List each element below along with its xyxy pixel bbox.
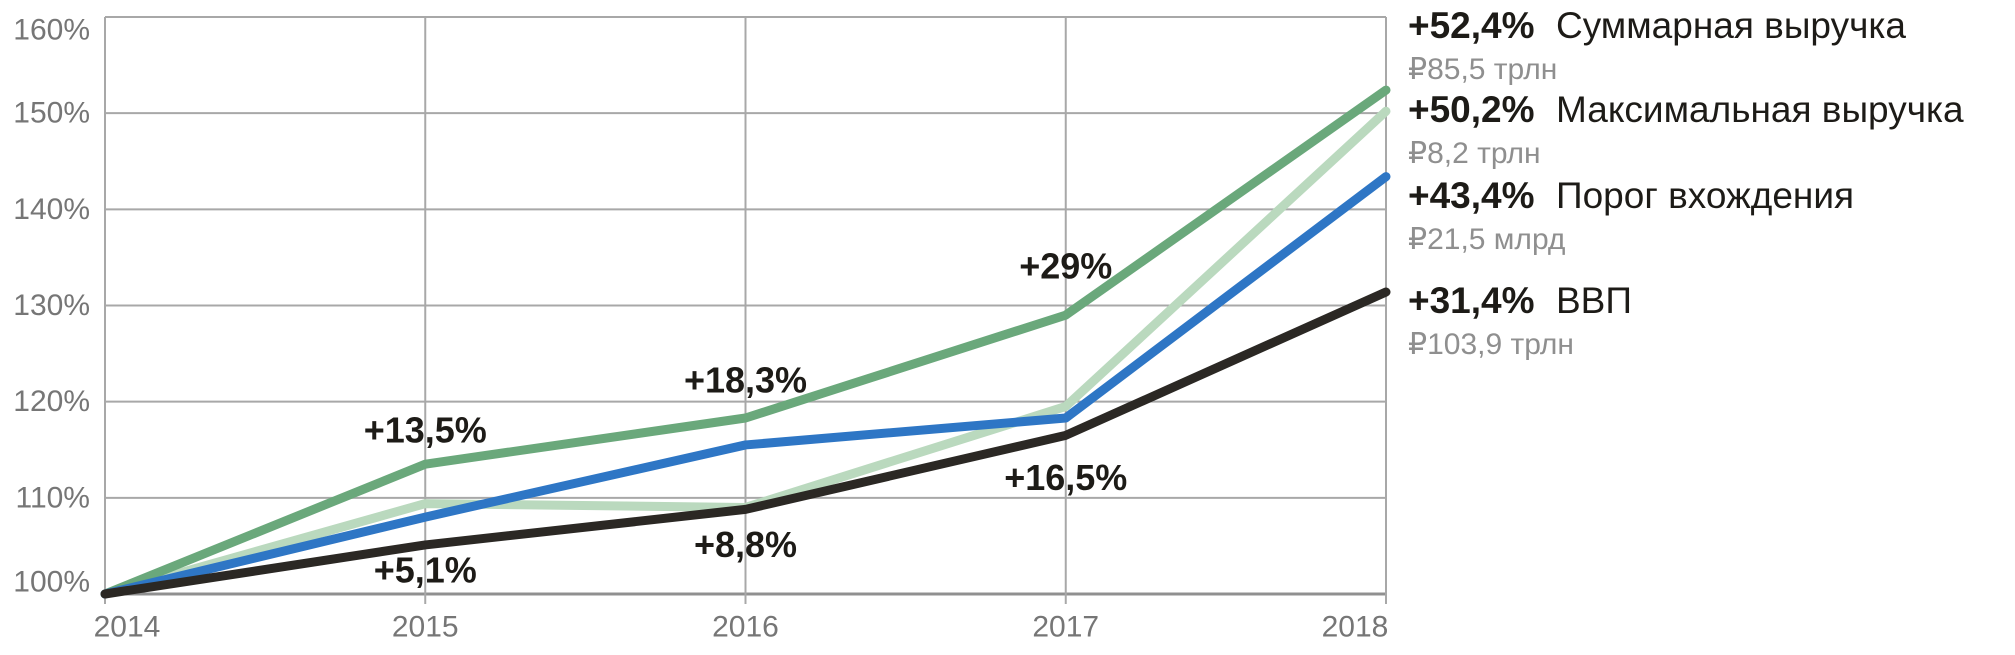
x-axis-label: 2018 xyxy=(1322,611,1389,644)
series-line-threshold xyxy=(100,172,1391,599)
series-line-gdp xyxy=(100,287,1391,599)
annotation-label: +16,5% xyxy=(1004,457,1127,498)
x-axis-label: 2014 xyxy=(94,611,161,644)
y-axis-label: 140% xyxy=(13,193,90,226)
x-axis-label: 2015 xyxy=(392,611,459,644)
annotation-label: +29% xyxy=(1019,246,1112,287)
annotation-label: +8,8% xyxy=(694,524,797,565)
x-axis-label: 2017 xyxy=(1032,611,1099,644)
y-axis-label: 100% xyxy=(13,566,90,599)
y-axis-label: 120% xyxy=(13,385,90,418)
series-line-sum xyxy=(100,85,1391,599)
annotation-label: +18,3% xyxy=(684,360,807,401)
y-axis-label: 160% xyxy=(13,14,90,47)
y-axis-label: 150% xyxy=(13,97,90,130)
annotation-label: +5,1% xyxy=(374,549,477,590)
y-axis-label: 130% xyxy=(13,289,90,322)
annotation-label: +13,5% xyxy=(364,410,487,451)
y-axis-label: 110% xyxy=(15,481,90,514)
x-axis-label: 2016 xyxy=(712,611,779,644)
